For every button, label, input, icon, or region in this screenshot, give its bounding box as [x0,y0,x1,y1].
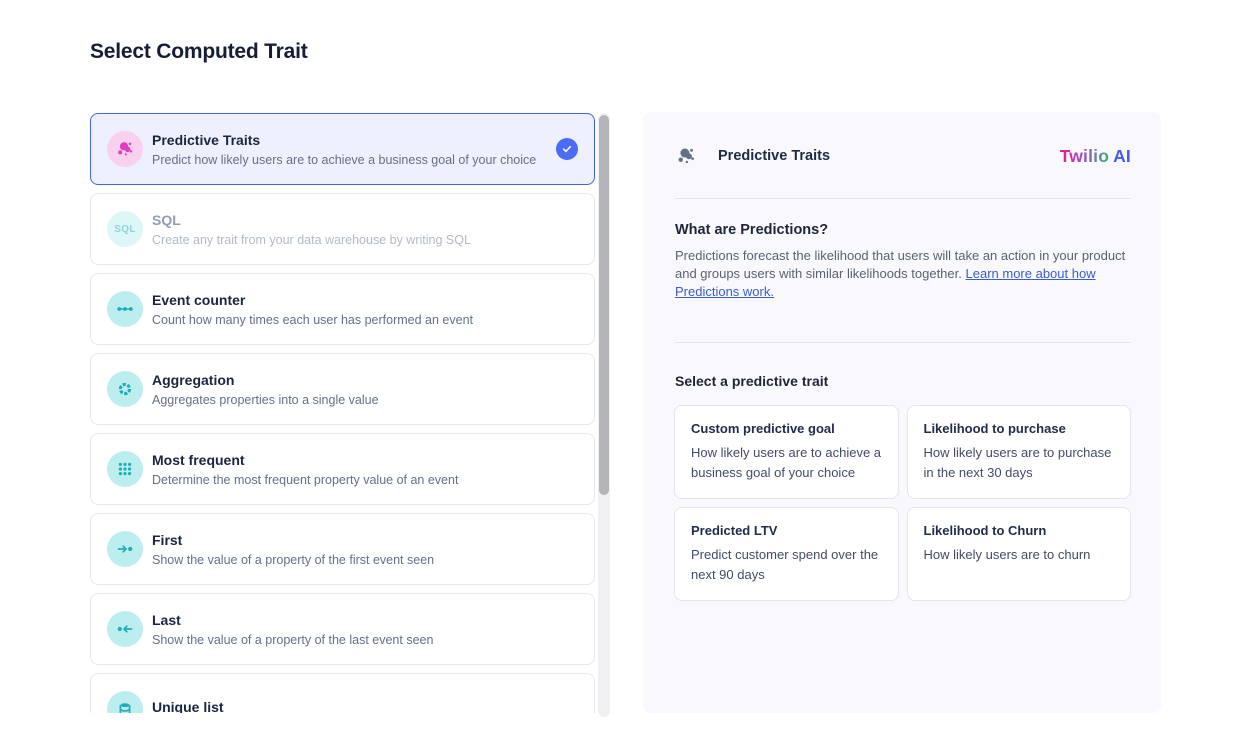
detail-panel-header: Predictive Traits Twilio AI [675,143,1131,169]
predictive-card-predicted-ltv[interactable]: Predicted LTV Predict customer spend ove… [674,507,899,601]
arrow-to-dot-icon [107,531,143,567]
predictive-card-custom-predictive-goal[interactable]: Custom predictive goal How likely users … [674,405,899,499]
select-predictive-trait-heading: Select a predictive trait [675,373,829,389]
dots-grid-icon [107,451,143,487]
dot-arrow-left-icon [107,611,143,647]
predictive-trait-cards: Custom predictive goal How likely users … [674,405,1131,601]
about-body-text: Predictions forecast the likelihood that… [675,248,1126,281]
predictive-card-likelihood-to-churn[interactable]: Likelihood to Churn How likely users are… [906,507,1131,601]
trait-item-event-counter[interactable]: Event counter Count how many times each … [90,273,595,345]
page-title: Select Computed Trait [90,40,308,63]
cluster-icon [675,144,699,168]
ai-logo-text: AI [1113,145,1131,166]
trait-item-predictive-traits[interactable]: Predictive Traits Predict how likely use… [90,113,595,185]
detail-panel-title: Predictive Traits [718,148,831,164]
predictive-traits-detail-panel: Predictive Traits Twilio AI What are Pred… [643,112,1161,713]
scrollbar-thumb[interactable] [599,115,609,495]
twilio-ai-logo: Twilio AI [1060,146,1131,167]
about-predictions-heading: What are Predictions? [675,222,829,238]
trait-item-unique-list[interactable]: Unique list [90,673,595,713]
trait-item-sql: SQL SQL Create any trait from your data … [90,193,595,265]
sql-icon: SQL [107,211,143,247]
selected-check-icon [556,138,578,160]
learn-more-link[interactable]: Learn more about how Predictions work. [675,266,1096,299]
database-icon [107,691,143,713]
divider [675,342,1131,343]
divider [675,198,1131,199]
trait-list: Predictive Traits Predict how likely use… [90,113,595,713]
predictive-card-likelihood-to-purchase[interactable]: Likelihood to purchase How likely users … [906,405,1131,499]
trait-item-last[interactable]: Last Show the value of a property of the… [90,593,595,665]
trait-list-scrollbar[interactable] [598,113,610,717]
trait-item-most-frequent[interactable]: Most frequent Determine the most frequen… [90,433,595,505]
segmented-ring-icon [107,371,143,407]
cluster-icon [107,131,143,167]
twilio-logo-text: Twilio [1059,145,1110,166]
dots-row-icon [107,291,143,327]
trait-item-first[interactable]: First Show the value of a property of th… [90,513,595,585]
about-predictions-body: Predictions forecast the likelihood that… [675,247,1131,301]
trait-item-aggregation[interactable]: Aggregation Aggregates properties into a… [90,353,595,425]
